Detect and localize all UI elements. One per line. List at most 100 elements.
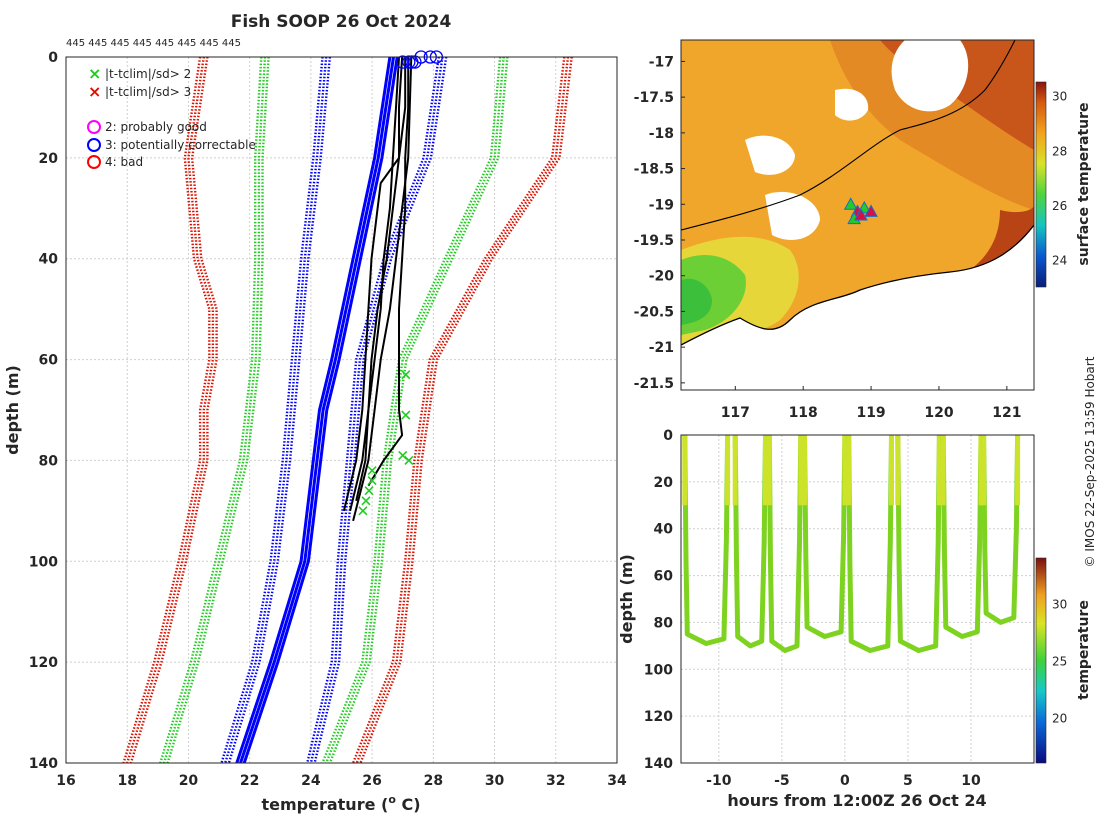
- dive-track: [895, 435, 942, 653]
- dive-track-surface: [682, 435, 731, 506]
- legend-qc-bad: 4: bad: [105, 155, 143, 169]
- time-depth-xlabel: hours from 12:00Z 26 Oct 24: [727, 791, 986, 810]
- dive-track: [940, 435, 984, 639]
- temperature-colorbar-tick-label: 20: [1052, 711, 1067, 725]
- time-depth-ytick-label: 100: [644, 662, 673, 678]
- profile-ytick-label: 60: [39, 353, 59, 369]
- time-depth-axes-box: [680, 434, 1035, 764]
- credit-text: © IMOS 22-Sep-2025 13:59 Hobart: [1083, 356, 1097, 567]
- time-depth-ytick-label: 120: [644, 709, 673, 725]
- map-ytick-label: -20.5: [634, 304, 674, 320]
- dive-track: [766, 435, 804, 653]
- outlier-2sd-marker: [367, 465, 377, 476]
- outlier-2sd-marker: [358, 506, 368, 516]
- profile-series-fish-profile-d: [355, 57, 400, 502]
- profile-series-fish-profile-c: [367, 57, 410, 487]
- map-xtick-label: 120: [924, 405, 953, 421]
- temperature-colorbar-ticks: 20 25 30: [1052, 598, 1067, 726]
- fish-position-marker: [843, 197, 858, 210]
- map-xtick-label: 119: [856, 405, 885, 421]
- profile-xtick-label: 34: [607, 773, 627, 789]
- fish-position-marker: [864, 204, 878, 217]
- fish-position-marker: [854, 207, 868, 221]
- dive-track: [981, 435, 1021, 625]
- legend-marker-2sd: ×: [88, 64, 101, 83]
- profile-series-clim-mean: [242, 57, 399, 763]
- legend-marker-bad: [87, 155, 101, 169]
- legend-marker-3sd: ×: [88, 82, 101, 101]
- time-depth-xtick-label: 5: [903, 773, 913, 789]
- sst-colorbar: [1035, 81, 1047, 288]
- dive-track-surface: [766, 435, 804, 506]
- outlier-2sd-marker: [361, 496, 371, 506]
- temperature-colorbar-tick-label: 25: [1052, 655, 1067, 669]
- map-ytick-label: -21.5: [634, 376, 674, 392]
- profile-xlabel: temperature (o C): [261, 793, 420, 814]
- map-ytick-label: -17.5: [634, 90, 674, 106]
- outlier-2sd-marker: [401, 370, 411, 380]
- sst-map: 117 118 119 120 121 -17 -17.5 -18 -18.5 -19 -19.5 -…: [634, 39, 1092, 421]
- time-depth-plot-area: [681, 435, 1034, 763]
- map-ytick-label: -19: [649, 197, 674, 213]
- dive-track-surface: [895, 435, 942, 506]
- profile-xtick-label: 22: [240, 773, 259, 789]
- sst-colorbar-tick-label: 24: [1052, 254, 1067, 268]
- dive-track-surface: [802, 435, 848, 506]
- profile-ytick-label: 100: [29, 554, 58, 570]
- legend-marker-good: [87, 120, 101, 134]
- legend-marker-correctable: [87, 138, 101, 152]
- time-depth-ylabel: depth (m): [617, 554, 636, 644]
- cloud-patch-2: [745, 135, 795, 175]
- map-ytick-label: -18: [649, 126, 674, 142]
- profile-series-clim-2sd-high: [325, 57, 505, 763]
- temperature-colorbar-tick-label: 30: [1052, 598, 1067, 612]
- profile-ytick-label: 80: [39, 453, 59, 469]
- sst-coolest-west: [681, 278, 712, 325]
- dive-track: [682, 435, 731, 646]
- profile-xtick-label: 18: [117, 773, 136, 789]
- profile-series-clim-1sd-high: [306, 57, 440, 763]
- dive-track-surface: [732, 435, 768, 506]
- dive-track: [732, 435, 768, 649]
- map-axes-box: [680, 39, 1035, 391]
- map-ytick-label: -20: [649, 269, 675, 285]
- time-depth-series: [682, 435, 1021, 653]
- map-ticks: 117 118 119 120 121 -17 -17.5 -18 -18.5 -19 -19.5 -…: [634, 54, 1022, 421]
- dive-track-surface: [940, 435, 984, 506]
- qc-marker-correctable: [405, 55, 419, 69]
- profile-series-clim-2sd-low: [166, 57, 270, 763]
- profile-chart: 16 18 20 22 24 26 28 30 32 34 0 20 40 60 80 100 120 140 t…: [3, 50, 627, 814]
- profile-series: [122, 57, 573, 763]
- qc-marker-correctable: [402, 55, 416, 69]
- profile-series-clim-mean: [239, 57, 395, 763]
- profile-xlabel-sup: o: [388, 793, 396, 806]
- coastline: [681, 224, 1034, 346]
- cloud-north: [891, 40, 969, 112]
- profile-ytick-label: 20: [39, 151, 59, 167]
- time-depth-xtick-label: -5: [774, 773, 790, 789]
- profile-xlabel-end: C): [396, 795, 421, 814]
- sst-colorbar-tick-label: 26: [1052, 199, 1067, 213]
- profile-legend: × |t-tclim|/sd> 2 × |t-tclim|/sd> 3 2: p…: [87, 64, 256, 169]
- profile-series-clim-2sd-low: [162, 57, 267, 763]
- profile-xtick-label: 24: [301, 773, 321, 789]
- profile-xlabel-main: temperature (: [261, 795, 388, 814]
- sst-colorbar-tick-label: 30: [1052, 90, 1067, 104]
- time-depth-ytick-label: 0: [663, 428, 673, 444]
- figure-title: Fish SOOP 26 Oct 2024: [231, 12, 452, 32]
- profile-ytick-label: 40: [39, 252, 59, 268]
- land-mass: [681, 225, 1034, 390]
- profile-ytick-label: 0: [48, 50, 58, 66]
- profile-series-clim-2sd-high: [321, 57, 502, 763]
- temperature-colorbar: [1035, 557, 1047, 764]
- profile-series-fish-profile-e: [352, 57, 413, 522]
- profile-series-clim-3sd-low: [126, 57, 215, 763]
- profile-ylabel: depth (m): [3, 365, 22, 455]
- time-depth-xtick-label: 0: [840, 773, 850, 789]
- legend-flag-3sd: |t-tclim|/sd> 3: [105, 85, 191, 99]
- profile-axes-box: [65, 56, 618, 764]
- profile-series-clim-3sd-low: [122, 57, 211, 763]
- depth-contour: [681, 40, 1016, 231]
